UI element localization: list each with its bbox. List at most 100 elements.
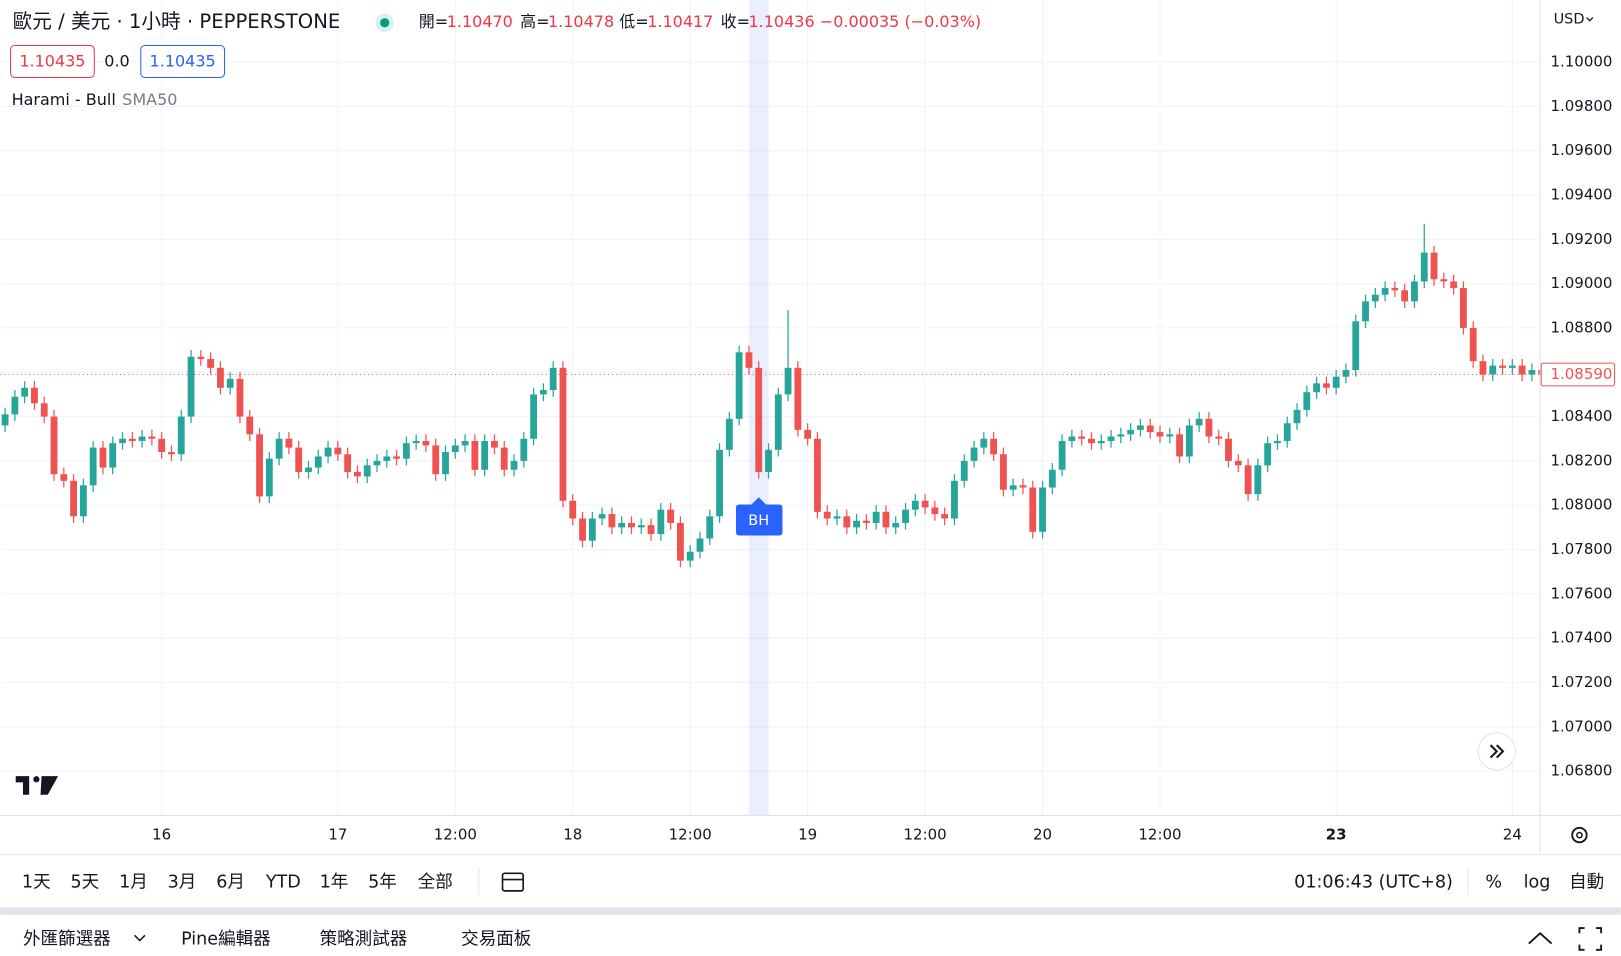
candle-body	[1137, 425, 1144, 430]
candle-body	[520, 438, 528, 461]
pattern-marker-arrow[interactable]	[750, 497, 767, 506]
candle-body	[960, 460, 968, 481]
range-button[interactable]: 1月	[119, 873, 148, 893]
bottom-tab[interactable]: 交易面板	[461, 929, 531, 949]
buy-button[interactable]	[140, 44, 226, 79]
bottom-tab[interactable]: 外匯篩選器	[23, 929, 111, 949]
candle-body	[402, 443, 410, 459]
candle-body	[1381, 288, 1389, 295]
candle-body	[1489, 365, 1497, 375]
scale-option[interactable]: 自動	[1569, 873, 1604, 893]
x-tick-label: 19	[798, 826, 817, 844]
range-button[interactable]: 全部	[418, 873, 453, 893]
candle-body	[158, 438, 166, 453]
candle-body	[784, 367, 792, 395]
scale-option[interactable]: %	[1485, 873, 1502, 893]
indicator-name[interactable]: SMA50	[122, 90, 177, 109]
candle-body	[1019, 485, 1027, 488]
candle-body	[60, 474, 68, 481]
x-tick-label: 16	[152, 826, 171, 844]
candle-body	[618, 522, 626, 528]
candle-body	[491, 440, 498, 448]
bottom-tab[interactable]: Pine編輯器	[181, 929, 271, 949]
collapse-panel[interactable]	[1528, 932, 1553, 945]
x-tick-label: 18	[563, 826, 582, 844]
candle-body	[471, 440, 479, 470]
y-tick-label: 1.07600	[1550, 584, 1612, 602]
market-status-dot[interactable]	[380, 18, 390, 28]
y-tick-label: 1.09600	[1550, 141, 1612, 159]
candle-body	[755, 367, 763, 472]
candle-body	[99, 447, 107, 468]
candle-body	[1440, 279, 1448, 282]
range-button[interactable]: YTD	[265, 873, 301, 893]
candle-body	[1293, 409, 1301, 424]
y-tick-label: 1.09000	[1550, 274, 1612, 292]
last-price-tag	[1540, 362, 1616, 387]
candle-body	[725, 418, 733, 450]
range-button[interactable]: 6月	[216, 873, 245, 893]
settings-gear[interactable]	[1571, 826, 1588, 844]
sell-button[interactable]	[10, 44, 95, 79]
clock[interactable]: 01:06:43 (UTC+8)	[1294, 873, 1453, 893]
range-button[interactable]: 5天	[71, 873, 100, 893]
y-tick-label: 1.07000	[1550, 717, 1612, 735]
candle-body	[197, 356, 205, 359]
candle-body	[1469, 327, 1477, 362]
candle-body	[1264, 443, 1272, 466]
x-tick-label: 12:00	[434, 826, 477, 844]
scroll-to-latest[interactable]	[1477, 732, 1516, 771]
y-tick-label: 1.08000	[1550, 496, 1612, 514]
date-range-icon[interactable]	[501, 872, 525, 892]
range-button[interactable]: 3月	[168, 873, 197, 893]
range-button[interactable]: 1年	[320, 873, 349, 893]
symbol-title: 歐元 / 美元 · 1小時 · PEPPERSTONE	[13, 10, 341, 33]
range-button[interactable]: 5年	[368, 873, 397, 893]
candle-body	[1322, 383, 1330, 388]
candle-body	[794, 367, 802, 430]
candle-body	[1352, 321, 1360, 371]
candle-body	[657, 509, 665, 535]
x-tick-label: 17	[328, 826, 347, 844]
currency[interactable]: USD	[1554, 12, 1585, 28]
bid-price[interactable]: 1.10435	[19, 52, 85, 71]
candle-body	[1254, 465, 1262, 495]
candle-body	[941, 514, 949, 519]
candle-body	[833, 516, 841, 519]
candle-body	[902, 509, 909, 523]
range-button[interactable]: 1天	[22, 873, 51, 893]
dropdown-chevron[interactable]	[134, 934, 146, 942]
candle-body	[442, 452, 449, 475]
candle-body	[999, 454, 1007, 490]
y-tick-label: 1.07800	[1550, 540, 1612, 558]
scale-option[interactable]: log	[1524, 873, 1551, 893]
candle-body	[843, 516, 851, 528]
ohlc-value: 1.10417	[647, 12, 713, 31]
candle-body	[393, 456, 400, 459]
bottom-tab[interactable]: 策略測試器	[320, 929, 408, 949]
ask-price[interactable]: 1.10435	[150, 52, 216, 71]
x-tick-label: 23	[1326, 826, 1347, 844]
candle-body	[598, 514, 606, 519]
candle-body	[1528, 370, 1536, 375]
candle-body	[148, 436, 156, 439]
indicator-name[interactable]: Harami - Bull	[12, 90, 116, 109]
candle-body	[774, 394, 782, 450]
candle-body	[608, 514, 616, 528]
candle-body	[911, 500, 919, 510]
candle-body	[1048, 469, 1056, 488]
candle-body	[305, 467, 312, 472]
candle-body	[1459, 288, 1467, 328]
candle-body	[256, 434, 263, 497]
candle-body	[510, 460, 518, 470]
candle-body	[1097, 440, 1105, 444]
currency-chevron[interactable]	[1586, 17, 1594, 22]
maximize-panel[interactable]	[1578, 927, 1603, 951]
candle-body	[1205, 418, 1213, 437]
pattern-marker[interactable]	[735, 504, 783, 536]
candle-body	[1411, 281, 1418, 302]
candle-body	[265, 458, 273, 497]
x-tick-label: 24	[1503, 826, 1522, 844]
candle-body	[373, 460, 381, 466]
candle-body	[1332, 376, 1340, 388]
